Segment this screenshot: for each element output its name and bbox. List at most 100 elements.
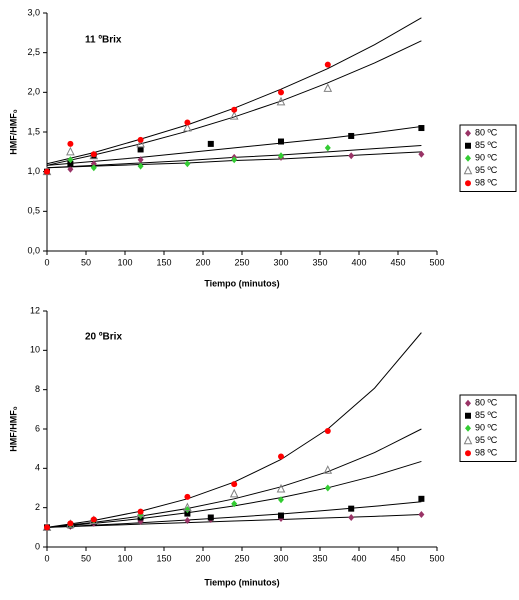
y-tick-label: 10 <box>30 345 40 355</box>
legend-marker <box>465 424 471 432</box>
y-tick-label: 6 <box>35 423 40 433</box>
point <box>67 160 74 167</box>
legend-label: 80 ºC <box>475 398 498 408</box>
point <box>418 495 425 502</box>
x-tick-label: 150 <box>156 553 171 563</box>
fit-curve <box>46 40 422 166</box>
fit-curve <box>46 514 422 528</box>
point <box>348 152 355 160</box>
point <box>324 484 331 492</box>
point <box>278 512 284 519</box>
point <box>324 61 331 68</box>
point <box>278 152 284 160</box>
x-tick-label: 500 <box>429 257 444 267</box>
x-tick-label: 400 <box>351 553 366 563</box>
legend-marker <box>465 412 471 419</box>
fit-curve <box>46 428 422 528</box>
point <box>323 465 333 474</box>
legend-label: 90 ºC <box>475 153 498 163</box>
point <box>229 488 239 498</box>
point <box>207 514 214 521</box>
x-tick-label: 250 <box>234 257 249 267</box>
point <box>348 132 355 139</box>
point <box>184 119 191 126</box>
point <box>184 510 191 517</box>
y-tick-label: 2 <box>35 502 40 512</box>
x-tick-label: 500 <box>429 553 444 563</box>
x-tick-label: 50 <box>81 553 91 563</box>
point <box>418 150 425 158</box>
x-tick-label: 350 <box>312 257 327 267</box>
y-tick-label: 4 <box>35 463 40 473</box>
chart: 0,0 0,5 1,0 1,5 2,0 2,5 3,0 0 50 100 150 200 250 300 3… <box>8 7 517 288</box>
chart-title: 20 ºBrix <box>85 332 122 343</box>
legend-marker <box>465 180 471 187</box>
fit-curve <box>46 501 422 528</box>
y-axis-label: HMF/HMF₀ <box>8 109 18 155</box>
point <box>183 122 192 132</box>
point <box>231 481 238 488</box>
point <box>136 138 145 148</box>
legend-label: 95 ºC <box>475 165 498 175</box>
x-axis-label: Tiempo (minutos) <box>204 278 279 288</box>
fit-curve <box>46 125 422 166</box>
point <box>276 483 286 493</box>
point <box>44 168 50 175</box>
point <box>67 520 74 527</box>
point <box>44 524 50 531</box>
point <box>137 146 144 153</box>
x-tick-label: 200 <box>195 553 210 563</box>
legend-label: 80 ºC <box>475 128 498 138</box>
x-tick-label: 350 <box>312 553 327 563</box>
legend-marker <box>465 399 471 407</box>
point <box>184 516 191 524</box>
y-tick-label: 1,5 <box>27 126 40 136</box>
legend-marker <box>463 165 473 175</box>
point <box>184 493 191 500</box>
legend-label: 90 ºC <box>475 423 498 433</box>
point <box>207 140 214 147</box>
legend-marker <box>465 450 471 457</box>
legend-label: 98 ºC <box>475 448 498 458</box>
chart-title: 11 ºBrix <box>85 35 122 46</box>
x-tick-label: 250 <box>234 553 249 563</box>
point <box>67 156 74 164</box>
point <box>67 140 74 147</box>
y-tick-label: 8 <box>35 384 40 394</box>
point <box>90 164 97 172</box>
x-axis-label: Tiempo (minutos) <box>204 577 279 587</box>
point <box>348 505 355 512</box>
legend-marker <box>465 142 471 149</box>
y-tick-label: 3,0 <box>27 7 40 17</box>
x-tick-label: 0 <box>44 553 49 563</box>
x-tick-label: 200 <box>195 257 210 267</box>
y-tick-label: 0,5 <box>27 206 40 216</box>
point <box>183 502 192 512</box>
point <box>418 511 425 519</box>
x-tick-label: 450 <box>390 553 405 563</box>
x-tick-label: 300 <box>273 257 288 267</box>
x-tick-label: 300 <box>273 553 288 563</box>
x-tick-label: 100 <box>117 257 132 267</box>
x-tick-label: 450 <box>390 257 405 267</box>
point <box>418 125 425 132</box>
y-tick-label: 0,0 <box>27 245 40 255</box>
point <box>137 136 144 143</box>
point <box>184 506 191 514</box>
x-tick-label: 150 <box>156 257 171 267</box>
point <box>90 516 97 523</box>
point <box>229 111 239 120</box>
y-tick-label: 2,5 <box>27 47 40 57</box>
point <box>348 514 355 521</box>
point <box>67 165 74 173</box>
y-tick-label: 12 <box>30 305 40 315</box>
point <box>231 500 238 508</box>
x-tick-label: 400 <box>351 257 366 267</box>
legend-marker <box>465 154 471 162</box>
chart: 0 2 4 6 8 10 12 0 50 100 150 200 250 300 350 400 450 500 T… <box>8 305 517 587</box>
point <box>137 162 144 170</box>
point <box>278 496 284 504</box>
y-axis-label: HMF/HMF₀ <box>8 406 18 452</box>
point <box>278 453 284 460</box>
